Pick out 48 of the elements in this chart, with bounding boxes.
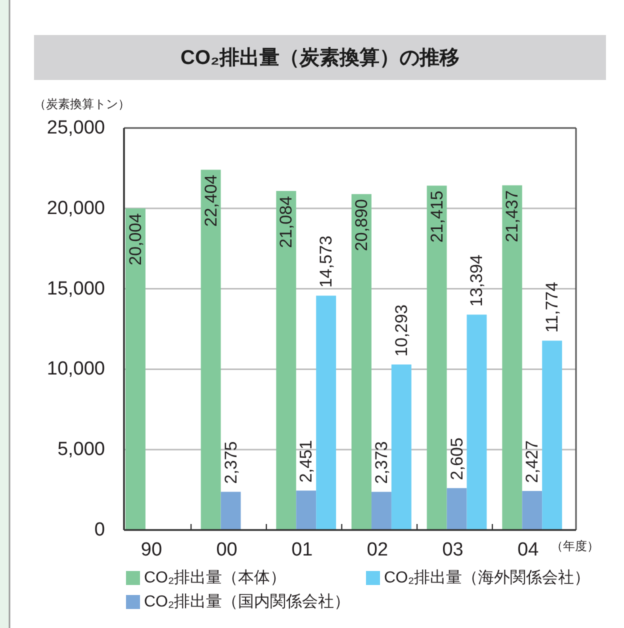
bar: [542, 340, 562, 530]
data-label: 13,394: [467, 254, 486, 307]
data-label: 2,451: [296, 440, 316, 483]
bar: [446, 488, 467, 530]
x-tick-label: 03: [442, 540, 464, 560]
bar: [466, 314, 487, 530]
bar: [371, 492, 392, 530]
x-tick-label: 01: [292, 540, 313, 560]
data-label: 10,293: [392, 304, 411, 356]
data-label: 2,427: [522, 440, 542, 483]
data-label: 20,890: [352, 199, 371, 252]
x-tick-label: 90: [140, 540, 162, 560]
x-axis-title: （年度）: [551, 539, 599, 553]
x-tick-label: 04: [518, 540, 540, 560]
bar: [200, 170, 221, 530]
bar: [426, 186, 447, 530]
y-tick-label: 15,000: [46, 278, 105, 300]
x-tick-label: 00: [216, 540, 238, 560]
y-axis-title: （炭素換算トン）: [34, 97, 130, 111]
bar: [352, 194, 372, 530]
bar: [391, 364, 412, 530]
data-label: 20,004: [126, 213, 145, 266]
bar: [316, 296, 336, 530]
data-label: 21,084: [276, 196, 296, 248]
y-tick-label: 25,000: [46, 118, 105, 138]
data-label: 21,437: [502, 190, 522, 242]
bar: [502, 185, 522, 530]
legend-label: CO₂排出量（本体）: [144, 568, 286, 586]
data-label: 2,375: [221, 441, 240, 484]
bar: [296, 490, 316, 530]
y-tick-label: 10,000: [46, 358, 105, 380]
data-label: 14,573: [316, 236, 336, 288]
bar: [220, 492, 241, 530]
data-label: 21,415: [427, 190, 446, 243]
data-label: 11,774: [542, 282, 562, 333]
bar: [522, 490, 542, 530]
data-label: 22,404: [201, 174, 220, 227]
data-label: 2,373: [372, 441, 391, 484]
data-label: 2,605: [447, 438, 466, 480]
bar: [126, 208, 146, 530]
y-tick-label: 5,000: [57, 439, 105, 460]
legend-label: CO₂排出量（海外関係会社）: [384, 568, 590, 586]
x-tick-label: 02: [366, 540, 388, 560]
y-tick-label: 20,000: [46, 198, 105, 219]
y-tick-label: 0: [94, 520, 105, 540]
legend-label: CO₂排出量（国内関係会社）: [144, 592, 350, 610]
bar: [276, 190, 296, 530]
chart-title: CO₂排出量（炭素換算）の推移: [180, 46, 460, 69]
